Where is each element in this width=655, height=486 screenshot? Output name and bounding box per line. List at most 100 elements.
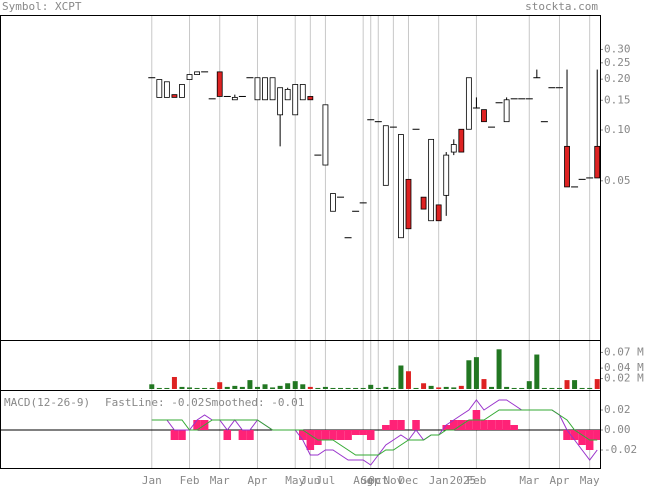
volume-bar	[451, 387, 457, 389]
candle-body	[465, 77, 472, 130]
candle-body	[405, 178, 412, 230]
volume-bar	[171, 376, 177, 389]
volume-bar	[398, 365, 404, 389]
candle-body	[564, 145, 570, 188]
candle-body	[231, 96, 238, 101]
volume-bar	[541, 387, 547, 389]
candle-body	[171, 94, 178, 98]
volume-bar	[149, 384, 155, 389]
volume-bar	[292, 381, 298, 389]
candle-body	[254, 77, 261, 101]
macd-histogram-bar	[502, 420, 511, 430]
volume-bar	[481, 379, 487, 389]
macd-histogram-bar	[238, 430, 247, 440]
source-label: stockta.com	[525, 0, 598, 13]
candle-body	[307, 96, 314, 101]
volume-bar	[270, 387, 276, 389]
macd-histogram-bar	[351, 430, 360, 435]
volume-bar	[217, 382, 223, 389]
y-tick-label: 0.15	[604, 93, 631, 106]
macd-histogram-bar	[359, 430, 367, 435]
macd-histogram-bar	[495, 420, 503, 430]
volume-bar	[428, 385, 434, 389]
candle-body	[330, 193, 336, 212]
macd-histogram-bar	[306, 430, 315, 450]
y-tick-label: 0.05	[604, 174, 631, 187]
volume-bar	[307, 386, 313, 389]
candle-body	[398, 134, 404, 239]
macd-histogram-bar	[442, 425, 450, 430]
volume-bar	[368, 384, 374, 389]
volume-bar	[345, 387, 351, 389]
macd-histogram-bar	[397, 420, 405, 430]
macd-histogram-bar	[329, 430, 337, 440]
y-tick-label: 0.02 M	[604, 372, 644, 385]
legend-entry: FastLine: -0.02	[105, 396, 204, 409]
macd-histogram-bar	[450, 420, 458, 430]
volume-bar	[360, 387, 366, 389]
volume-bar	[315, 387, 321, 389]
volume-bar	[239, 386, 245, 389]
volume-bar	[277, 385, 283, 389]
volume-bar	[156, 387, 162, 389]
candle-body	[216, 71, 223, 97]
y-tick-label: 0.00	[604, 423, 631, 436]
volume-bar	[254, 386, 260, 389]
y-tick-label: 0.20	[604, 72, 631, 85]
macd-title: MACD(12-26-9)	[4, 396, 90, 409]
volume-bar	[443, 386, 449, 389]
volume-bar	[353, 387, 359, 389]
volume-bar	[194, 387, 200, 389]
x-tick-label: Mar	[519, 474, 539, 486]
volume-bar	[549, 387, 555, 389]
volume-bar	[322, 386, 328, 389]
macd-histogram-bar	[344, 430, 352, 440]
volume-bar	[579, 387, 585, 389]
legend-entry: Smoothed: -0.01	[205, 396, 304, 409]
x-tick-label: May	[580, 474, 600, 486]
volume-bar	[300, 384, 306, 389]
volume-bar	[436, 387, 442, 389]
volume-bar	[375, 387, 381, 389]
volume-bar	[473, 357, 479, 389]
x-tick-label: Jul	[315, 474, 335, 486]
candle-body	[322, 104, 329, 166]
y-tick-label: 0.07 M	[604, 345, 644, 358]
x-tick-label: Feb	[466, 474, 486, 486]
x-tick-label: Dec	[399, 474, 419, 486]
macd-histogram-bar	[366, 430, 375, 440]
volume-bar	[338, 387, 344, 389]
macd-histogram-bar	[314, 430, 322, 445]
volume-bar	[556, 387, 562, 389]
volume-bar	[247, 380, 253, 389]
x-tick-label: Feb	[180, 474, 200, 486]
volume-bar	[534, 354, 540, 389]
macd-histogram-bar	[563, 430, 571, 440]
macd-histogram-bar	[578, 430, 586, 445]
candle-body	[458, 128, 465, 153]
volume-bar	[496, 349, 502, 389]
macd-histogram-bar	[510, 425, 518, 430]
candle-body	[420, 196, 427, 210]
candle-body	[428, 138, 435, 222]
macd-histogram-bar	[570, 430, 579, 440]
volume-bar	[164, 387, 170, 389]
volume-bar	[285, 383, 291, 389]
candle-body	[299, 84, 306, 101]
macd-histogram-bar	[170, 430, 179, 440]
macd-line	[151, 409, 598, 456]
volume-bar	[519, 387, 525, 389]
candle-body	[292, 84, 299, 116]
macd-histogram-bar	[193, 420, 201, 430]
volume-bar	[262, 384, 268, 389]
volume-bar	[421, 383, 427, 389]
macd-panel	[0, 390, 601, 469]
volume-bar	[413, 387, 419, 389]
x-tick-label: Jan	[429, 474, 449, 486]
candle-body	[163, 81, 170, 98]
macd-histogram-bar	[223, 430, 232, 440]
candle-body	[594, 145, 601, 179]
macd-histogram-bar	[480, 420, 488, 430]
